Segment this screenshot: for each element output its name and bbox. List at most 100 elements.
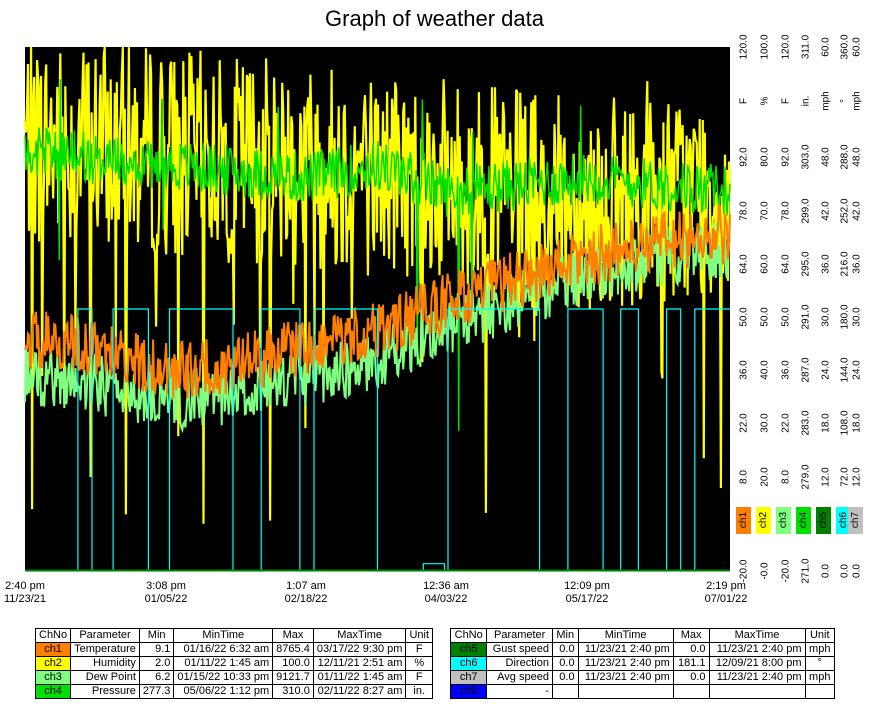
y-tick-label: 100.0 bbox=[760, 34, 771, 59]
y-tick-label: -20.0 bbox=[739, 559, 750, 582]
table-row: ch6 Direction 0.0 11/23/21 2:40 pm 181.1 12/0… bbox=[449, 656, 836, 671]
y-tick-label: 271.0 bbox=[801, 558, 812, 583]
max-cell: 181.1 bbox=[672, 656, 710, 671]
table-header-cell: Min bbox=[138, 628, 175, 643]
y-axis-unit-label: F bbox=[739, 98, 750, 104]
min-cell: 9.1 bbox=[138, 642, 175, 657]
y-tick-label: 18.0 bbox=[852, 413, 863, 433]
x-tick-label: 1:07 am 02/18/22 bbox=[266, 580, 346, 606]
y-tick-label: 30.0 bbox=[821, 307, 832, 327]
unit-cell: % bbox=[405, 656, 434, 671]
y-tick-label: 8.0 bbox=[739, 470, 750, 484]
maxtime-cell: 01/11/22 1:45 am bbox=[312, 670, 407, 685]
y-tick-label: 40.0 bbox=[760, 360, 771, 380]
channel-cell: ch7 bbox=[449, 670, 488, 685]
legend-label-ch6: ch6 bbox=[838, 512, 849, 529]
x-tick-time: 3:08 pm bbox=[146, 580, 186, 592]
y-tick-label: 64.0 bbox=[739, 254, 750, 274]
table-header-cell: Min bbox=[551, 628, 579, 643]
y-tick-label: 283.0 bbox=[801, 410, 812, 435]
y-tick-label: 0.0 bbox=[840, 564, 851, 578]
y-tick-label: 72.0 bbox=[840, 467, 851, 487]
table-header-cell: Parameter bbox=[486, 628, 553, 643]
table-header-cell: MaxTime bbox=[708, 628, 806, 643]
table-header-cell: Parameter bbox=[70, 628, 140, 643]
channel-cell: ch4 bbox=[34, 684, 72, 699]
min-cell: 0.0 bbox=[551, 670, 579, 685]
table-row: ch4 Pressure 277.3 05/06/22 1:12 pm 310.0 02/… bbox=[34, 684, 434, 699]
table-row: ch1 Temperature 9.1 01/16/22 6:32 am 8765.4 0… bbox=[34, 642, 434, 657]
table-header-cell: MaxTime bbox=[312, 628, 407, 643]
y-tick-label: 70.0 bbox=[760, 201, 771, 221]
y-tick-label: 299.0 bbox=[801, 198, 812, 223]
legend-label-ch3: ch3 bbox=[778, 512, 789, 529]
param-cell: Gust speed bbox=[486, 642, 553, 657]
mintime-cell bbox=[577, 684, 674, 699]
y-tick-label: 311.0 bbox=[801, 34, 812, 59]
max-cell: 100.0 bbox=[272, 656, 314, 671]
x-tick-time: 12:09 pm bbox=[564, 580, 610, 592]
series-ch6-line bbox=[25, 308, 730, 572]
legend-swatch-ch2 bbox=[756, 507, 771, 534]
x-tick-date: 05/17/22 bbox=[565, 593, 609, 605]
min-cell: 0.0 bbox=[551, 642, 579, 657]
y-tick-label: -0.0 bbox=[760, 562, 771, 580]
mintime-cell: 11/23/21 2:40 pm bbox=[577, 670, 674, 685]
y-tick-label: 30.0 bbox=[852, 307, 863, 327]
y-tick-label: 12.0 bbox=[852, 467, 863, 487]
channel-cell: ch1 bbox=[34, 642, 72, 657]
x-tick-date: 01/05/22 bbox=[144, 593, 188, 605]
unit-cell: F bbox=[405, 670, 434, 685]
param-cell: Humidity bbox=[70, 656, 140, 671]
y-axis-unit-label: in. bbox=[801, 96, 812, 107]
y-tick-label: 42.0 bbox=[852, 201, 863, 221]
y-tick-label: 120.0 bbox=[739, 34, 750, 59]
y-tick-label: 78.0 bbox=[781, 201, 792, 221]
y-tick-label: 36.0 bbox=[821, 254, 832, 274]
y-tick-label: 48.0 bbox=[821, 147, 832, 167]
y-tick-label: 24.0 bbox=[852, 360, 863, 380]
maxtime-cell: 11/23/21 2:40 pm bbox=[708, 670, 806, 685]
maxtime-cell: 02/11/22 8:27 am bbox=[312, 684, 407, 699]
unit-cell: F bbox=[405, 642, 434, 657]
table-header-cell: MinTime bbox=[577, 628, 674, 643]
mintime-cell: 11/23/21 2:40 pm bbox=[577, 642, 674, 657]
mintime-cell: 01/15/22 10:33 pm bbox=[173, 670, 274, 685]
series-ch4-line bbox=[24, 79, 731, 431]
y-tick-label: 18.0 bbox=[821, 413, 832, 433]
maxtime-cell bbox=[708, 684, 806, 699]
y-tick-label: 22.0 bbox=[739, 413, 750, 433]
unit-cell: mph bbox=[804, 642, 836, 657]
legend-label-ch1: ch1 bbox=[738, 512, 749, 529]
legend-swatch-ch6 bbox=[836, 507, 851, 534]
mintime-cell: 01/16/22 6:32 am bbox=[173, 642, 274, 657]
param-cell: Direction bbox=[486, 656, 553, 671]
param-cell: Temperature bbox=[70, 642, 140, 657]
channel-cell: ch6 bbox=[449, 656, 488, 671]
channel-cell: ch2 bbox=[34, 656, 72, 671]
legend-swatch-ch5 bbox=[816, 507, 831, 534]
mintime-cell: 11/23/21 2:40 pm bbox=[577, 656, 674, 671]
y-tick-label: 22.0 bbox=[781, 413, 792, 433]
stats-table-right: ChNo Parameter Min MinTime Max MaxTime Unit ch… bbox=[449, 628, 836, 699]
table-header-cell: Unit bbox=[405, 628, 434, 643]
table-header-cell: ChNo bbox=[449, 628, 488, 643]
y-tick-label: 78.0 bbox=[739, 201, 750, 221]
stats-table-left: ChNo Parameter Min MinTime Max MaxTime Unit ch… bbox=[34, 628, 434, 699]
y-tick-label: 287.0 bbox=[801, 357, 812, 382]
maxtime-cell: 12/09/21 8:00 pm bbox=[708, 656, 806, 671]
y-tick-label: 50.0 bbox=[760, 307, 771, 327]
x-tick-date: 04/03/22 bbox=[424, 593, 468, 605]
y-tick-label: 252.0 bbox=[840, 198, 851, 223]
y-tick-label: 80.0 bbox=[760, 147, 771, 167]
y-tick-label: 24.0 bbox=[821, 360, 832, 380]
param-cell: Pressure bbox=[70, 684, 140, 699]
x-tick-time: 12:36 am bbox=[423, 580, 469, 592]
param-cell: Dew Point bbox=[70, 670, 140, 685]
table-header-cell: Max bbox=[272, 628, 314, 643]
min-cell: 2.0 bbox=[138, 656, 175, 671]
x-tick-date: 02/18/22 bbox=[284, 593, 328, 605]
y-axis-unit-label: % bbox=[760, 96, 771, 105]
table-row: ch2 Humidity 2.0 01/11/22 1:45 am 100.0 12/11… bbox=[34, 656, 434, 671]
y-tick-label: 60.0 bbox=[852, 37, 863, 57]
